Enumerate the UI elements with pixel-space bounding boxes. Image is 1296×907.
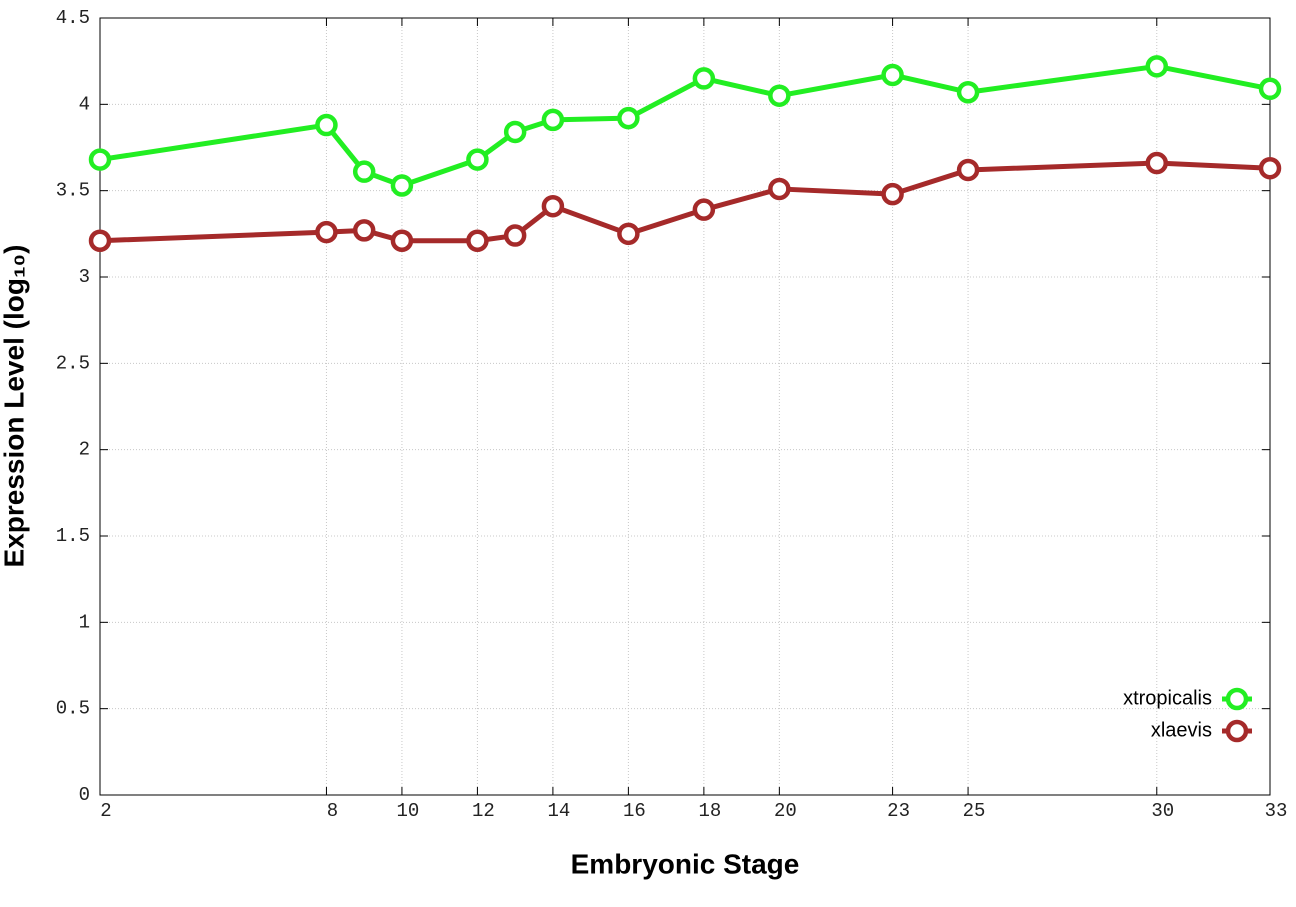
- data-point: [692, 198, 716, 221]
- data-point: [541, 194, 565, 218]
- data-point: [88, 229, 112, 252]
- data-point: [617, 222, 640, 246]
- x-tick-label: 10: [397, 800, 420, 822]
- data-point: [956, 158, 980, 182]
- y-tick-label: 4.5: [56, 7, 90, 29]
- x-tick-label: 16: [623, 800, 646, 822]
- data-point: [352, 160, 376, 183]
- plot-frame: [99, 17, 1271, 796]
- y-tick-label: 2.5: [56, 352, 90, 374]
- data-point: [390, 174, 414, 197]
- data-point: [617, 106, 640, 130]
- data-point: [315, 220, 338, 244]
- data-point: [390, 229, 414, 252]
- x-tick-label: 2: [100, 800, 111, 822]
- data-point: [466, 229, 489, 252]
- legend-marker: [1225, 687, 1249, 711]
- data-point: [1258, 77, 1282, 101]
- y-tick-label: 1.5: [56, 525, 90, 547]
- data-point: [541, 108, 565, 132]
- x-tick-label: 25: [963, 800, 986, 822]
- data-point: [768, 177, 791, 201]
- x-tick-label: 30: [1151, 800, 1174, 822]
- y-tick-label: 0.5: [56, 698, 90, 720]
- data-point: [1258, 156, 1282, 180]
- legend-label: xtropicalis: [1123, 687, 1212, 709]
- x-tick-label: 12: [472, 800, 495, 822]
- y-tick-label: 1: [79, 611, 90, 633]
- data-point: [466, 148, 489, 171]
- data-point: [352, 219, 376, 242]
- y-axis-label: Expression Level (log₁₀): [0, 245, 29, 568]
- data-point: [1145, 55, 1169, 78]
- data-point: [1145, 151, 1169, 175]
- data-point: [88, 148, 112, 171]
- y-tick-label: 3: [79, 266, 90, 288]
- data-point: [956, 80, 980, 104]
- y-tick-label: 4: [79, 93, 90, 115]
- x-tick-label: 14: [547, 800, 570, 822]
- data-point: [692, 67, 716, 90]
- legend-marker: [1225, 719, 1249, 743]
- y-tick-label: 0: [79, 784, 90, 806]
- y-tick-label: 2: [79, 439, 90, 461]
- x-axis-label: Embryonic Stage: [571, 848, 800, 879]
- x-tick-label: 23: [887, 800, 910, 822]
- data-point: [881, 63, 904, 87]
- data-point: [768, 84, 791, 107]
- x-tick-label: 18: [698, 800, 721, 822]
- y-tick-label: 3.5: [56, 180, 90, 202]
- legend-label: xlaevis: [1151, 719, 1212, 741]
- data-point: [503, 120, 527, 144]
- x-tick-label: 20: [774, 800, 797, 822]
- x-tick-label: 33: [1265, 800, 1288, 822]
- data-point: [315, 113, 338, 137]
- data-point: [503, 224, 527, 247]
- x-tick-label: 8: [327, 800, 338, 822]
- data-point: [881, 182, 904, 206]
